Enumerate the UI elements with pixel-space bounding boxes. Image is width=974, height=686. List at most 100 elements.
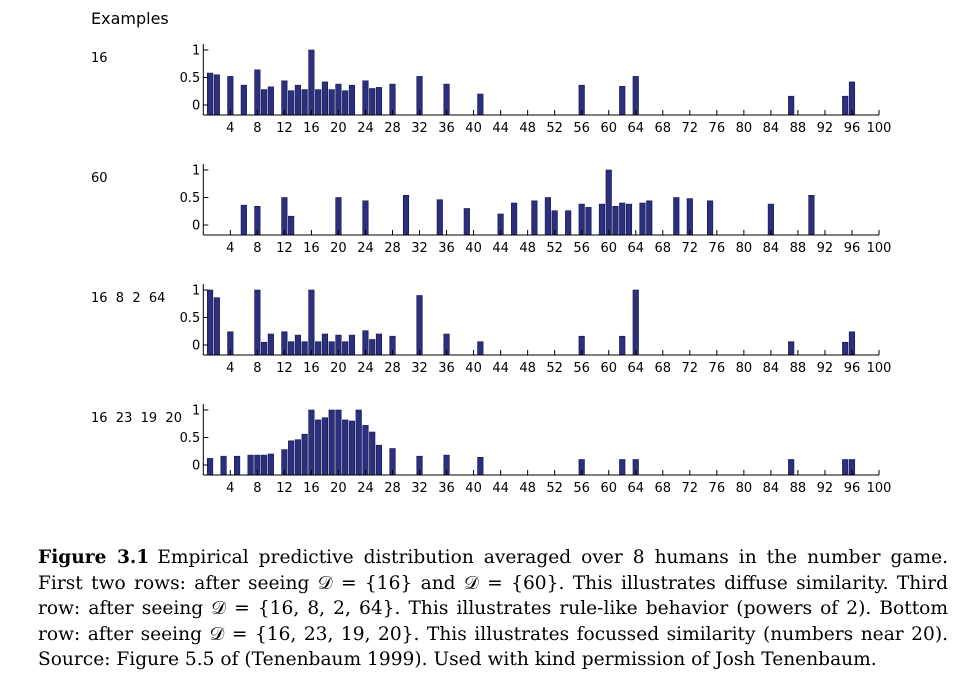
bar <box>619 335 626 356</box>
panel-label: 60 <box>91 171 108 186</box>
x-tick-label: 44 <box>492 361 509 376</box>
x-tick-label: 84 <box>763 121 780 136</box>
x-tick-label: 36 <box>438 121 455 136</box>
x-tick-label: 100 <box>867 481 892 496</box>
y-tick-label: 0 <box>192 459 200 474</box>
bar <box>673 197 680 236</box>
x-tick-label: 64 <box>627 481 644 496</box>
x-tick-label: 56 <box>573 241 590 256</box>
bar <box>288 215 295 236</box>
x-tick-label: 32 <box>411 481 428 496</box>
x-tick-label: 48 <box>519 121 536 136</box>
bar <box>632 76 639 116</box>
x-tick-label: 68 <box>655 241 672 256</box>
x-tick-label: 48 <box>519 361 536 376</box>
x-tick-label: 20 <box>330 481 347 496</box>
x-tick-label: 32 <box>411 241 428 256</box>
y-tick-label: 0.5 <box>180 71 201 86</box>
bar <box>315 419 322 476</box>
bar <box>301 89 308 116</box>
x-tick-label: 32 <box>411 361 428 376</box>
bar <box>842 341 849 356</box>
bar <box>348 334 356 356</box>
bar <box>544 197 551 236</box>
bar <box>402 195 410 236</box>
panel-label: 16 23 19 20 <box>91 411 182 426</box>
bar <box>598 203 606 236</box>
x-tick-label: 28 <box>384 241 401 256</box>
y-tick-label: 0.5 <box>180 191 201 206</box>
bar <box>206 72 214 116</box>
x-tick-label: 72 <box>682 481 699 496</box>
caption-text: Empirical predictive distribution averag… <box>38 547 949 670</box>
x-tick-label: 20 <box>330 121 347 136</box>
x-tick-label: 72 <box>682 241 699 256</box>
bar <box>321 417 329 476</box>
x-tick-label: 44 <box>492 481 509 496</box>
x-tick-label: 76 <box>709 241 726 256</box>
caption-label: Figure 3.1 <box>38 547 150 568</box>
x-tick-label: 4 <box>226 481 234 496</box>
x-tick-label: 56 <box>573 121 590 136</box>
x-tick-label: 96 <box>844 481 861 496</box>
bar <box>267 453 274 476</box>
x-tick-label: 28 <box>384 121 401 136</box>
x-tick-label: 96 <box>844 121 861 136</box>
x-tick-label: 48 <box>519 241 536 256</box>
bar <box>355 409 362 476</box>
x-tick-label: 84 <box>763 361 780 376</box>
bar <box>308 409 315 476</box>
x-tick-label: 4 <box>226 121 234 136</box>
bar <box>294 334 301 356</box>
bar <box>416 295 423 356</box>
bar <box>315 341 322 356</box>
bar <box>342 90 349 116</box>
bar <box>788 459 795 476</box>
x-tick-label: 24 <box>357 121 374 136</box>
bar <box>605 169 612 236</box>
x-tick-label: 92 <box>817 361 834 376</box>
x-tick-label: 80 <box>736 241 753 256</box>
x-tick-label: 52 <box>546 361 563 376</box>
x-tick-label: 60 <box>600 361 617 376</box>
x-tick-label: 88 <box>790 241 807 256</box>
x-tick-label: 28 <box>384 361 401 376</box>
x-tick-label: 36 <box>438 481 455 496</box>
x-tick-label: 92 <box>817 121 834 136</box>
bar <box>281 80 288 116</box>
bar <box>348 84 356 116</box>
x-tick-label: 80 <box>736 121 753 136</box>
x-tick-label: 12 <box>276 481 293 496</box>
x-tick-label: 12 <box>276 241 293 256</box>
x-tick-label: 64 <box>627 121 644 136</box>
bar <box>328 341 335 356</box>
bar <box>842 95 849 116</box>
x-tick-label: 76 <box>709 481 726 496</box>
bar <box>321 333 329 356</box>
bar <box>213 74 220 116</box>
bar <box>348 420 356 476</box>
x-tick-label: 24 <box>357 241 374 256</box>
bar <box>706 200 714 236</box>
x-tick-label: 96 <box>844 241 861 256</box>
x-tick-label: 60 <box>600 481 617 496</box>
x-tick-label: 100 <box>867 121 892 136</box>
y-tick-label: 0 <box>192 219 200 234</box>
x-tick-label: 12 <box>276 121 293 136</box>
bar <box>362 425 369 476</box>
bar <box>619 202 626 236</box>
bar <box>234 455 241 476</box>
x-tick-label: 44 <box>492 241 509 256</box>
x-tick-label: 80 <box>736 481 753 496</box>
x-tick-label: 16 <box>303 241 320 256</box>
x-tick-label: 64 <box>627 241 644 256</box>
bar <box>288 440 295 476</box>
x-tick-label: 88 <box>790 481 807 496</box>
bar <box>531 200 538 236</box>
x-tick-label: 96 <box>844 361 861 376</box>
figure-caption: Figure 3.1 Empirical predictive distribut… <box>38 545 948 673</box>
x-tick-label: 28 <box>384 481 401 496</box>
